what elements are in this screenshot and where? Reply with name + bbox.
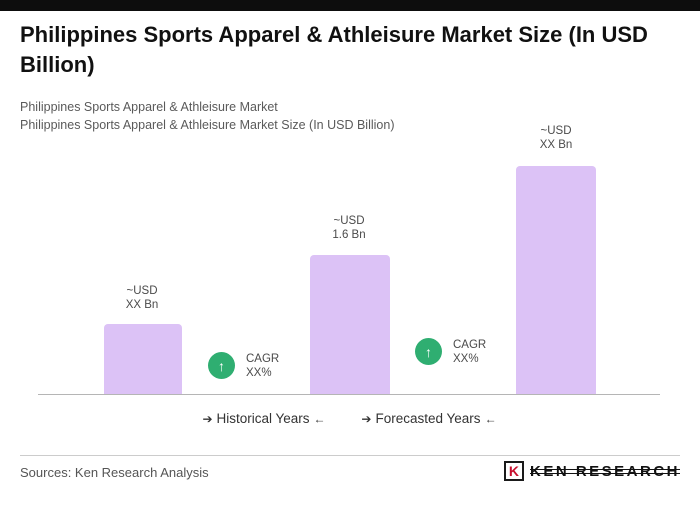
- subtitle-line-2: Philippines Sports Apparel & Athleisure …: [20, 118, 395, 132]
- logo-k-icon: K: [503, 461, 524, 481]
- cagr-up-arrow-icon: ↑: [415, 338, 442, 365]
- cagr-annotation: CAGR XX%: [453, 339, 487, 365]
- top-accent-bar: [0, 0, 700, 11]
- cagr-up-arrow-icon: ↑: [208, 352, 235, 379]
- bar: [310, 255, 390, 395]
- arrow-left-icon: ←: [484, 412, 497, 426]
- page-title: Philippines Sports Apparel & Athleisure …: [20, 22, 648, 77]
- bar-value-label: ~USD XX Bn: [539, 125, 573, 151]
- bar: [516, 166, 596, 395]
- bar: [104, 324, 182, 395]
- subtitle-line-1: Philippines Sports Apparel & Athleisure …: [20, 100, 278, 114]
- ken-research-logo: K KEN RESEARCH: [503, 461, 680, 481]
- chart-subtitle: Philippines Sports Apparel & Athleisure …: [20, 98, 660, 134]
- footer-divider: [20, 455, 680, 456]
- bar-value-label: ~USD XX Bn: [125, 285, 159, 311]
- cagr-annotation: CAGR XX%: [246, 353, 280, 379]
- bar-value-label: ~USD 1.6 Bn: [332, 215, 366, 241]
- sources-note: Sources: Ken Research Analysis: [20, 465, 209, 480]
- axis-label-forecasted: ➔ Forecasted Years ←: [344, 410, 514, 428]
- x-axis-line: [38, 394, 660, 395]
- arrow-left-icon: ←: [313, 412, 326, 426]
- arrow-right-icon: ➔: [202, 412, 213, 426]
- arrow-right-icon: ➔: [361, 412, 372, 426]
- logo-wordmark: KEN RESEARCH: [529, 462, 680, 480]
- axis-label-historical: ➔ Historical Years ←: [179, 410, 349, 428]
